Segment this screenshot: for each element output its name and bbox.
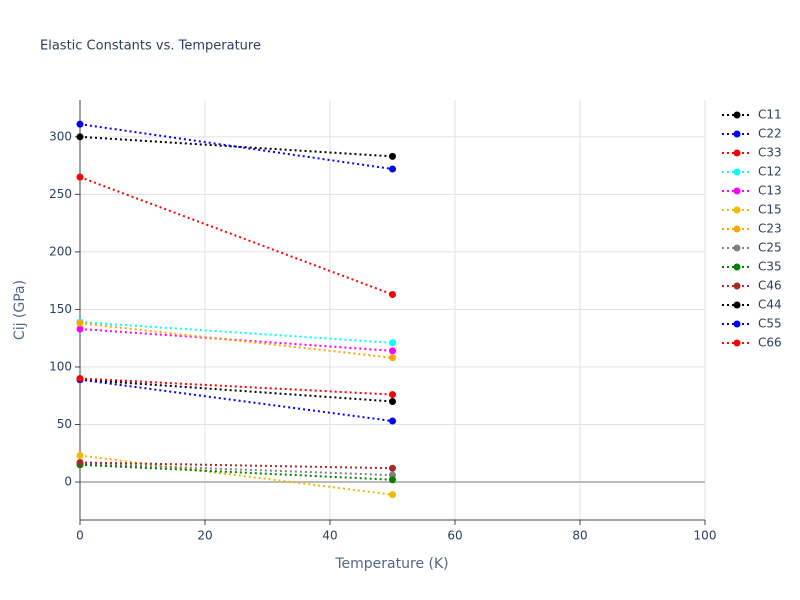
x-tick-label: 100	[694, 529, 717, 543]
y-tick-label: 200	[49, 244, 72, 258]
series-line	[79, 321, 393, 344]
data-point	[389, 339, 396, 347]
data-point	[389, 397, 396, 405]
data-point	[76, 173, 84, 181]
legend-label: C35	[758, 260, 782, 274]
data-point	[389, 354, 396, 362]
legend-label: C12	[758, 165, 782, 179]
series-line	[79, 377, 393, 396]
legend-label: C15	[758, 203, 782, 217]
data-point	[76, 374, 84, 382]
legend-marker	[733, 149, 741, 157]
x-tick-label: 0	[76, 529, 84, 543]
data-point	[389, 464, 396, 472]
x-tick-label: 40	[322, 529, 337, 543]
x-tick-label: 20	[197, 529, 212, 543]
y-tick-label: 300	[49, 129, 72, 143]
y-tick-label: 0	[64, 475, 72, 489]
legend-marker	[733, 168, 741, 176]
data-point	[76, 319, 84, 327]
legend-marker	[733, 282, 741, 290]
data-point	[389, 165, 396, 173]
chart-title: Elastic Constants vs. Temperature	[40, 39, 261, 54]
legend-label: C25	[758, 241, 782, 255]
y-tick-label: 250	[49, 187, 72, 201]
data-point	[76, 325, 84, 333]
data-point	[389, 290, 396, 298]
data-point	[76, 458, 84, 466]
series-line	[79, 135, 393, 158]
series-line	[79, 461, 393, 470]
x-axis-title: Temperature (K)	[334, 556, 448, 572]
legend-label: C44	[758, 298, 782, 312]
legend-label: C55	[758, 317, 782, 331]
legend-label: C66	[758, 336, 782, 350]
legend-marker	[733, 206, 741, 214]
legend-marker	[733, 225, 741, 233]
data-point	[389, 347, 396, 355]
legend-marker	[733, 320, 741, 328]
legend-marker	[733, 111, 741, 119]
series-line	[79, 454, 393, 496]
series-line	[79, 378, 393, 403]
x-tick-label: 60	[447, 529, 462, 543]
legend-marker	[733, 244, 741, 252]
y-tick-label: 50	[57, 417, 72, 431]
series-line	[79, 462, 393, 477]
series-line	[79, 176, 393, 296]
x-tick-label: 80	[572, 529, 587, 543]
y-axis-title: Cij (GPa)	[12, 280, 28, 340]
legend-label: C22	[758, 127, 782, 141]
legend-label: C33	[758, 146, 782, 160]
legend-label: C46	[758, 279, 782, 293]
legend-marker	[733, 339, 741, 347]
series-line	[79, 463, 393, 481]
data-point	[389, 417, 396, 425]
legend-marker	[733, 301, 741, 309]
data-point	[389, 476, 396, 484]
legend-marker	[733, 130, 741, 138]
legend-label: C13	[758, 184, 782, 198]
y-tick-label: 150	[49, 302, 72, 316]
data-point	[389, 152, 396, 160]
data-point	[76, 120, 84, 128]
y-tick-label: 100	[49, 359, 72, 373]
data-point	[76, 452, 84, 460]
data-point	[389, 491, 396, 499]
legend-marker	[733, 263, 741, 271]
data-point	[389, 391, 396, 399]
data-point	[76, 133, 84, 141]
legend-label: C11	[758, 108, 782, 122]
series-line	[79, 327, 393, 352]
legend-marker	[733, 187, 741, 195]
legend-label: C23	[758, 222, 782, 236]
